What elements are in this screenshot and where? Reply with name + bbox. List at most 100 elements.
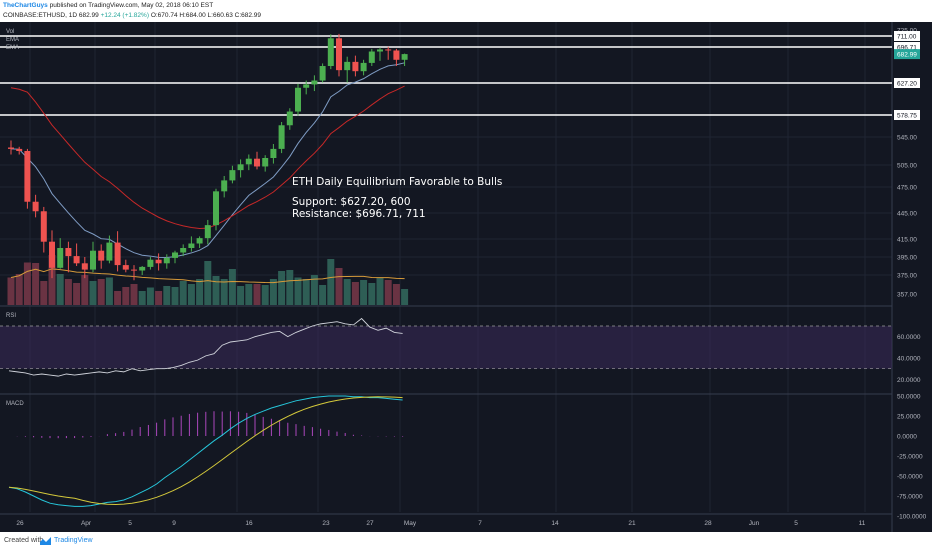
time-tick-label: Jun — [749, 520, 760, 527]
rsi-pane — [0, 317, 892, 377]
macd-tick-label: 0.0000 — [897, 434, 917, 441]
signal-line — [8, 396, 403, 505]
price-tick-label: 578.75 — [897, 113, 917, 120]
candle-body — [286, 111, 293, 126]
volume-bar — [187, 284, 195, 305]
time-tick-label: 26 — [16, 520, 24, 527]
candle-body — [344, 61, 351, 71]
time-tick-label: 28 — [704, 520, 712, 527]
time-tick-label: 11 — [859, 520, 866, 527]
level-price-tag — [894, 110, 920, 120]
annotation-resistance: Resistance: $696.71, 711 — [292, 208, 426, 220]
volume-bar — [163, 286, 171, 305]
candle-body — [180, 248, 187, 253]
candle-body — [172, 252, 178, 258]
time-axis: 26 Apr 5 9 16 23 27 May 7 14 21 28 Jun 5 11 — [16, 520, 865, 527]
candle-body — [147, 259, 154, 267]
volume-bar — [105, 277, 113, 305]
time-tick-label: 21 — [628, 520, 636, 527]
candle-body — [262, 158, 269, 167]
volume-bar — [253, 284, 261, 305]
macd-tick-label: 50.0000 — [897, 394, 921, 401]
candle-body — [204, 225, 211, 239]
volume-ma-line — [10, 268, 405, 284]
volume-bar — [294, 277, 302, 305]
macd-line — [8, 395, 403, 507]
volume-bar — [23, 262, 31, 305]
rsi-tick-label: 20.0000 — [897, 377, 921, 384]
volume-bars — [7, 255, 409, 305]
tradingview-link[interactable]: TradingView — [54, 537, 93, 544]
candle-body — [98, 250, 105, 261]
candle-body — [377, 49, 383, 52]
volume-bar — [368, 283, 376, 305]
volume-bar — [64, 279, 72, 305]
candle-body — [24, 151, 31, 202]
change-label: +12.24 (+1.82%) — [100, 12, 149, 19]
horizontal-levels — [0, 35, 892, 116]
macd-label: MACD — [6, 401, 24, 407]
header-bar: TheChartGuys published on TradingView.co… — [0, 0, 932, 22]
volume-bar — [376, 278, 384, 305]
rsi-band — [0, 326, 892, 369]
price-tick-label: 445.00 — [897, 211, 917, 218]
candle-body — [254, 158, 260, 167]
volume-bar — [310, 275, 318, 305]
candle-body — [40, 211, 47, 242]
candle-body — [106, 242, 113, 261]
candle-body — [16, 148, 23, 151]
volume-bar — [179, 281, 187, 305]
candle-body — [385, 49, 392, 51]
volume-bar — [228, 269, 236, 305]
volume-bar — [7, 277, 15, 305]
price-tick-label: 415.00 — [897, 237, 917, 244]
candle-body — [114, 242, 121, 266]
candle-body — [360, 62, 367, 72]
candle-body — [336, 38, 342, 71]
candle-body — [131, 269, 137, 271]
volume-bar — [196, 279, 204, 305]
author-link[interactable]: TheChartGuys — [3, 2, 48, 9]
volume-bar — [220, 279, 228, 305]
candle-body — [57, 248, 64, 268]
price-chart[interactable]: 725.00711.00696.71627.20578.75545.00505.… — [0, 22, 932, 532]
volume-bar — [48, 255, 56, 305]
time-tick-label: 14 — [551, 520, 559, 527]
volume-bar — [204, 261, 212, 305]
candle-body — [237, 164, 244, 171]
time-tick-label: 5 — [794, 520, 798, 527]
volume-bar — [335, 268, 343, 305]
volume-bar — [89, 281, 97, 305]
last-price-label: 682.99 — [897, 52, 917, 59]
volume-bar — [138, 291, 146, 305]
price-tick-label: 696.71 — [897, 45, 917, 52]
volume-bar — [15, 274, 23, 305]
price-tick-label: 711.00 — [897, 34, 917, 41]
ema-fast-line — [10, 62, 405, 258]
volume-bar — [319, 285, 327, 305]
candle-body — [393, 50, 400, 60]
rsi-line — [8, 317, 403, 377]
candle-body — [139, 266, 146, 271]
macd-tick-label: -50.0000 — [897, 474, 923, 481]
volume-bar — [237, 286, 245, 305]
volume-bar — [360, 280, 368, 305]
volume-bar — [212, 276, 220, 305]
candle-body — [32, 201, 39, 212]
price-tick-label: 395.00 — [897, 255, 917, 262]
vol-label: Vol — [6, 29, 14, 35]
volume-bar — [97, 279, 105, 305]
candle-body — [303, 84, 310, 88]
volume-bar — [155, 291, 163, 305]
level-price-tag — [894, 42, 920, 52]
price-tick-label: 357.00 — [897, 292, 917, 299]
rsi-tick-label: 60.0000 — [897, 334, 921, 341]
volume-bar — [327, 259, 335, 305]
level-price-tag — [894, 78, 920, 88]
candle-body — [311, 80, 318, 85]
volume-bar — [343, 279, 351, 305]
volume-bar — [122, 287, 130, 305]
volume-bar — [81, 275, 89, 305]
macd-tick-label: -100.0000 — [897, 514, 927, 521]
volume-bar — [56, 274, 64, 305]
